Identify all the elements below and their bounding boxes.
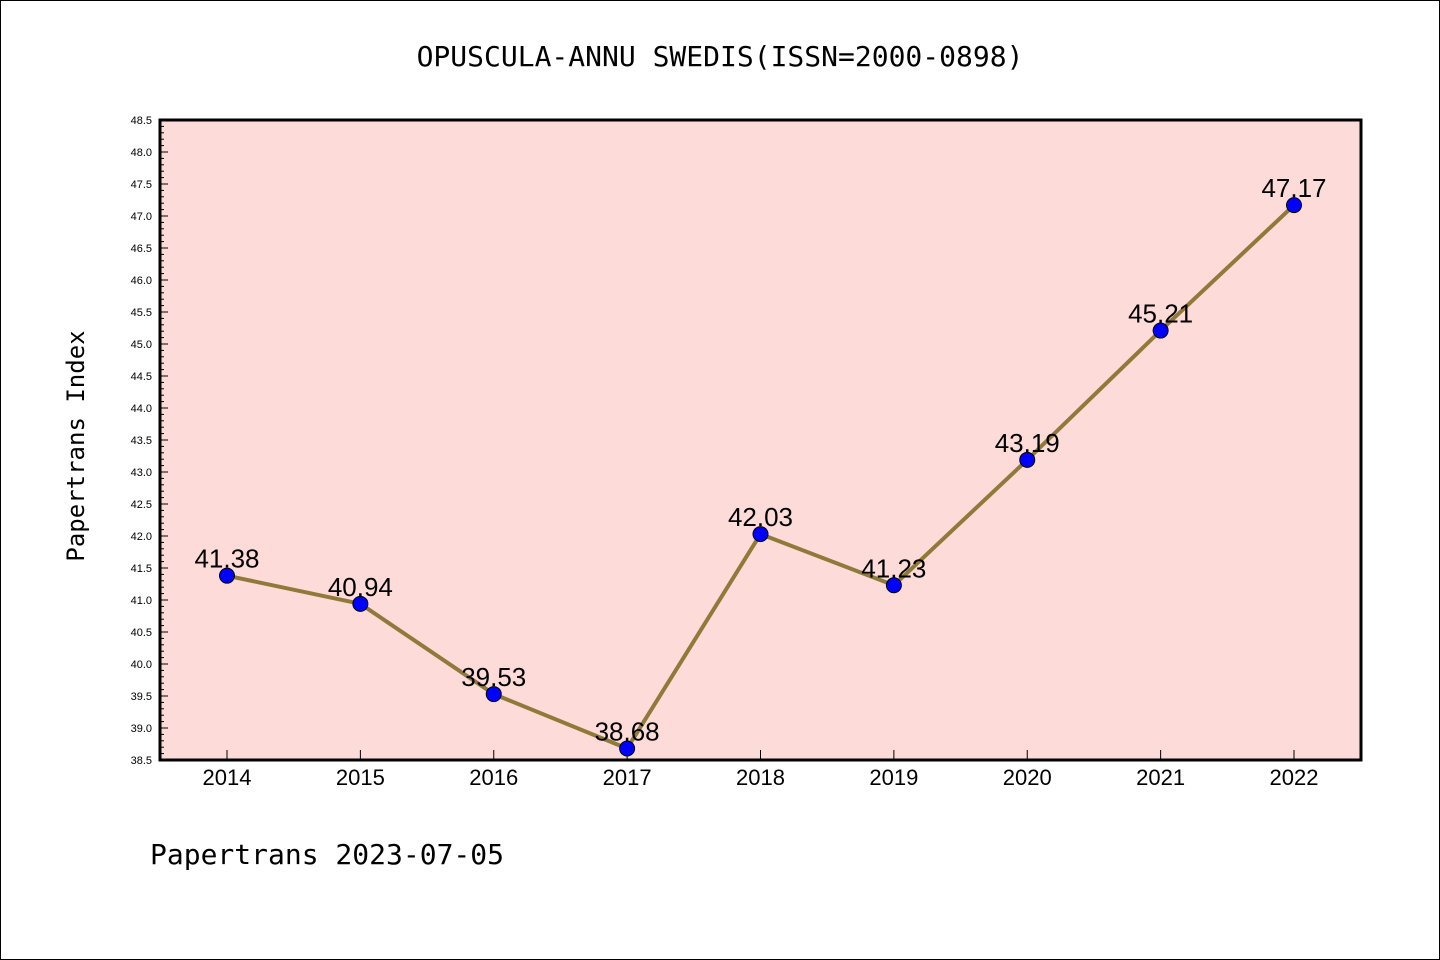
data-label: 45.21: [1128, 299, 1193, 329]
x-tick-label: 2015: [336, 765, 385, 790]
data-point: [885, 577, 902, 594]
y-tick-label: 42.5: [131, 499, 152, 511]
y-tick-label: 39.5: [131, 691, 152, 703]
y-tick-label: 45.0: [131, 339, 152, 351]
x-tick-label: 2014: [203, 765, 252, 790]
y-tick-label: 47.5: [131, 179, 152, 191]
y-tick-label: 45.5: [131, 307, 152, 319]
y-tick-label: 40.5: [131, 627, 152, 639]
x-axis: 2014 2015 2016 2017 2018 2019 2020 2021 2022: [203, 750, 1319, 790]
data-point: [1019, 451, 1036, 468]
data-label: 43.19: [995, 428, 1060, 458]
data-labels: 41.38 40.94 39.53 38.68 42.03 41.23 43.19 45.21…: [194, 173, 1326, 746]
data-points: [219, 197, 1302, 757]
x-tick-label: 2019: [869, 765, 918, 790]
y-tick-label: 47.0: [131, 211, 152, 223]
y-tick-label: 43.5: [131, 435, 152, 447]
data-point: [352, 595, 369, 612]
data-label: 41.38: [194, 544, 259, 574]
y-tick-label: 48.0: [131, 147, 152, 159]
data-label: 40.94: [328, 572, 393, 602]
data-point: [1286, 197, 1302, 214]
x-tick-label: 2022: [1270, 765, 1319, 790]
plot-border: [158, 118, 1363, 762]
data-point: [752, 526, 769, 543]
y-axis-label: Papertrans Index: [62, 330, 90, 561]
footer-text: Papertrans 2023-07-05: [150, 838, 504, 871]
y-tick-label: 42.0: [131, 531, 152, 543]
data-label: 42.03: [728, 502, 793, 532]
data-point: [1152, 322, 1169, 339]
y-tick-label: 41.5: [131, 563, 152, 575]
x-tick-label: 2018: [736, 765, 785, 790]
data-label: 39.53: [461, 662, 526, 692]
y-tick-label: 43.0: [131, 467, 152, 479]
y-tick-label: 48.5: [131, 115, 152, 127]
x-tick-label: 2021: [1136, 765, 1185, 790]
y-tick-label: 38.5: [131, 755, 152, 767]
data-label: 38.68: [595, 716, 660, 746]
y-tick-label: 46.0: [131, 275, 152, 287]
y-tick-label: 46.5: [131, 243, 152, 255]
chart-title: OPUSCULA-ANNU SWEDIS(ISSN=2000-0898): [417, 40, 1024, 73]
data-label: 41.23: [861, 553, 926, 583]
data-point: [619, 740, 636, 757]
plot-area: [160, 120, 1361, 760]
x-tick-label: 2017: [603, 765, 652, 790]
y-tick-label: 44.5: [131, 371, 152, 383]
data-point: [485, 686, 502, 703]
x-tick-label: 2016: [469, 765, 518, 790]
y-tick-label: 39.0: [131, 723, 152, 735]
y-tick-label: 41.0: [131, 595, 152, 607]
data-label: 47.17: [1261, 173, 1326, 203]
y-tick-label: 40.0: [131, 659, 152, 671]
y-tick-label: 44.0: [131, 403, 152, 415]
data-point: [219, 567, 235, 584]
x-tick-label: 2020: [1003, 765, 1052, 790]
